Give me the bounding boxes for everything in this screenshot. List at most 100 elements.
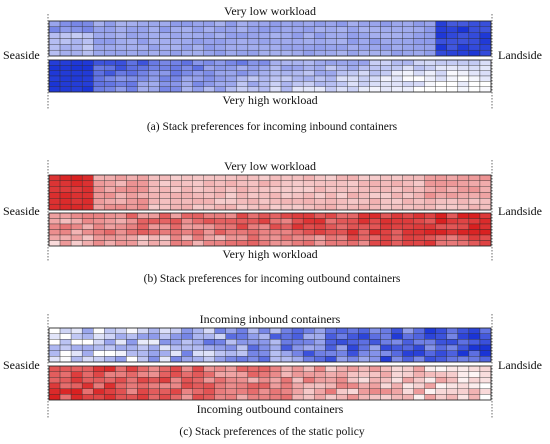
stack-cell [314, 65, 326, 71]
stack-cell [258, 234, 271, 241]
stack-cell [203, 223, 215, 230]
stack-cell [280, 212, 293, 219]
stack-cell [93, 382, 105, 389]
stack-cell [336, 198, 348, 205]
stack-cell [159, 350, 171, 357]
stack-cell [457, 388, 470, 395]
stack-cell [159, 240, 171, 247]
stack-cell [214, 180, 226, 187]
stack-cell [258, 186, 271, 193]
stack-cell [214, 365, 226, 372]
stack-cell [225, 44, 238, 51]
stack-cell [446, 26, 459, 33]
stack-cell [159, 192, 171, 199]
stack-cell [104, 81, 116, 87]
stack-cell [181, 49, 193, 57]
stack-cell [369, 212, 381, 219]
stack-cell [435, 26, 447, 33]
stack-cell [446, 365, 459, 372]
stack-cell [391, 333, 403, 340]
stack-cell [369, 356, 381, 363]
panel-c: Incoming inbound containers Seaside Land… [3, 312, 542, 438]
stack-cell [104, 229, 116, 236]
stack-cell [137, 212, 149, 219]
stack-cell [269, 198, 282, 205]
stack-cell [247, 356, 260, 363]
stack-cell [104, 234, 116, 241]
stack-cell [435, 174, 447, 182]
stack-cell [358, 240, 370, 247]
stack-cell [358, 365, 370, 372]
stack-cell [336, 371, 348, 378]
stack-cell [93, 20, 105, 28]
stack-cell [291, 229, 304, 236]
stack-cell [347, 192, 359, 199]
stack-cell [435, 81, 447, 87]
stack-cell [81, 365, 94, 372]
stack-cell [104, 198, 116, 205]
stack-cell [81, 223, 94, 230]
stack-cell [236, 350, 249, 357]
stack-cell [457, 234, 470, 241]
stack-cell [380, 75, 392, 82]
stack-cell [137, 234, 149, 241]
stack-cell [258, 365, 271, 372]
stack-cell [236, 371, 249, 378]
stack-cell [358, 70, 370, 77]
stack-cell [115, 192, 127, 199]
stack-cell [336, 333, 348, 340]
stack-cell [115, 26, 127, 33]
stack-cell [93, 240, 105, 247]
stack-cell [70, 356, 83, 363]
stack-cell [236, 394, 249, 401]
stack-cell [468, 26, 481, 33]
stack-cell [380, 70, 392, 77]
stack-cell [269, 371, 282, 378]
stack-cell [402, 174, 414, 182]
panel-b-lower-grid [48, 212, 492, 247]
stack-cell [159, 356, 171, 363]
stack-cell [468, 49, 481, 57]
stack-cell [413, 20, 425, 28]
stack-cell [192, 240, 204, 247]
stack-cell [93, 371, 105, 378]
stack-cell [435, 344, 447, 351]
stack-cell [424, 344, 436, 351]
stack-cell [159, 234, 171, 241]
stack-cell [314, 240, 326, 247]
stack-cell [435, 327, 447, 334]
stack-cell [203, 382, 215, 389]
stack-cell [302, 223, 315, 230]
stack-cell [468, 20, 481, 28]
stack-cell [314, 198, 326, 205]
stack-cell [137, 377, 149, 384]
stack-cell [59, 350, 72, 357]
stack-cell [104, 44, 116, 51]
stack-cell [435, 70, 447, 77]
stack-cell [258, 32, 271, 39]
stack-cell [280, 394, 293, 401]
stack-cell [115, 365, 127, 372]
stack-cell [247, 75, 260, 82]
stack-cell [457, 70, 470, 77]
stack-cell [336, 240, 348, 247]
stack-cell [115, 198, 127, 205]
stack-cell [468, 223, 481, 230]
stack-cell [391, 59, 403, 66]
stack-cell [302, 394, 315, 401]
stack-cell [446, 223, 459, 230]
stack-cell [380, 344, 392, 351]
stack-cell [302, 81, 315, 87]
stack-cell [214, 38, 226, 45]
stack-cell [181, 32, 193, 39]
stack-cell [291, 198, 304, 205]
stack-cell [446, 327, 459, 334]
stack-cell [148, 333, 160, 340]
stack-cell [468, 198, 481, 205]
stack-cell [325, 344, 337, 351]
stack-cell [280, 180, 293, 187]
stack-cell [203, 20, 215, 28]
stack-cell [413, 218, 425, 225]
stack-cell [70, 81, 83, 87]
stack-cell [347, 218, 359, 225]
